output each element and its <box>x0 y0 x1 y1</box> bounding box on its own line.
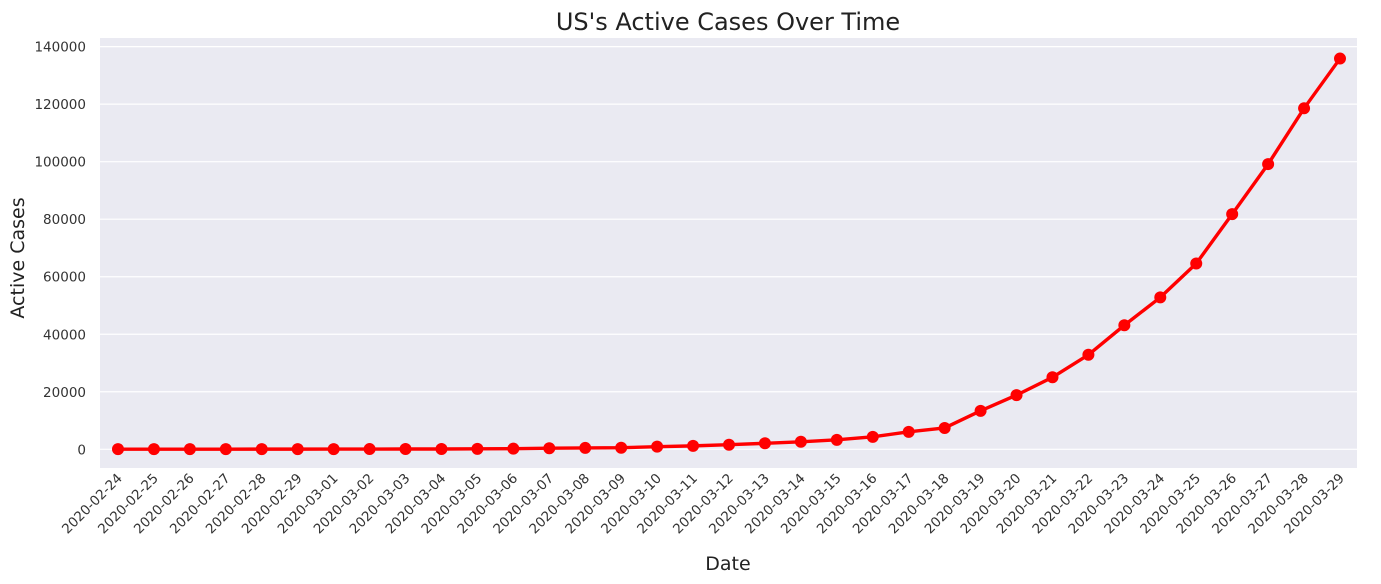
data-point <box>327 443 340 456</box>
data-point <box>1190 257 1203 270</box>
data-point <box>543 442 556 455</box>
data-point <box>794 435 807 448</box>
y-tick-label: 60000 <box>43 270 86 286</box>
y-tick-label: 40000 <box>43 327 86 343</box>
data-point <box>1082 348 1095 361</box>
chart-title: US's Active Cases Over Time <box>556 8 900 36</box>
y-tick-label: 100000 <box>34 155 86 171</box>
data-point <box>651 440 664 453</box>
data-point <box>866 430 879 443</box>
data-point <box>363 443 376 456</box>
data-point <box>147 443 160 456</box>
data-point <box>938 421 951 434</box>
data-point <box>291 443 304 456</box>
y-tick-label: 140000 <box>34 40 86 56</box>
data-point <box>1046 371 1059 384</box>
data-point <box>579 441 592 454</box>
data-point <box>112 443 124 456</box>
data-point <box>687 439 700 452</box>
data-point <box>758 437 771 450</box>
data-point <box>183 443 196 456</box>
x-axis-label: Date <box>705 553 750 575</box>
y-tick-label: 80000 <box>43 212 86 228</box>
data-point <box>723 438 735 451</box>
x-tick-labels: 2020-02-242020-02-252020-02-262020-02-27… <box>59 471 1348 538</box>
y-tick-label: 120000 <box>34 97 86 113</box>
y-tick-label: 20000 <box>43 385 86 401</box>
data-point <box>1298 102 1311 115</box>
data-point <box>1118 319 1131 332</box>
y-axis-label: Active Cases <box>7 197 29 318</box>
data-point <box>1226 208 1239 221</box>
data-point <box>974 404 987 417</box>
data-point <box>435 442 448 455</box>
data-point <box>255 443 268 456</box>
plot-area <box>100 38 1357 468</box>
data-point <box>1154 291 1167 304</box>
data-point <box>399 443 412 456</box>
data-point <box>615 441 628 454</box>
data-point <box>830 433 843 446</box>
data-point <box>219 443 232 456</box>
data-point <box>471 442 484 455</box>
y-tick-label: 0 <box>77 442 86 458</box>
data-point <box>1262 158 1275 171</box>
data-point <box>902 425 915 438</box>
y-tick-labels: 0 20000 40000 60000 80000 100000 120000 140000 <box>34 40 86 459</box>
data-point <box>1010 389 1023 402</box>
data-point <box>1334 52 1346 65</box>
data-points <box>112 52 1346 456</box>
gridlines <box>100 46 1357 450</box>
data-point <box>507 442 520 455</box>
